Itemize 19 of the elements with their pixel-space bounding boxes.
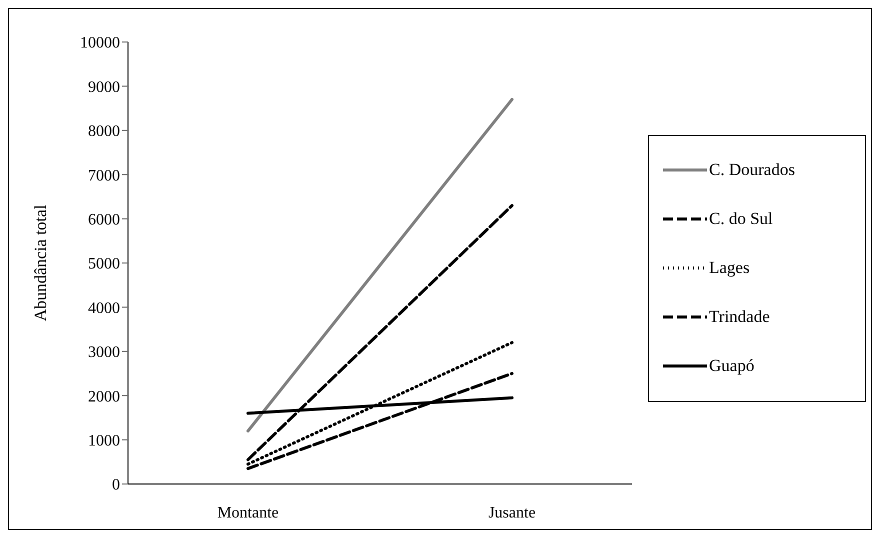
y-tick-label: 3000	[88, 344, 120, 362]
y-tick-label: 5000	[88, 256, 120, 273]
y-tick-label: 2000	[88, 388, 120, 406]
legend-label: C. do Sul	[709, 209, 773, 229]
y-tick-label: 0	[112, 476, 120, 494]
y-tick-label: 4000	[88, 300, 120, 317]
legend-label: C. Dourados	[709, 160, 795, 180]
y-tick-label: 9000	[88, 78, 120, 96]
x-tick-label: Montante	[217, 504, 279, 522]
legend-label: Lages	[709, 258, 750, 278]
y-tick-label: 8000	[88, 123, 120, 140]
y-tick-label: 6000	[88, 211, 120, 228]
legend-label: Guapó	[709, 356, 754, 376]
y-tick-label: 10000	[80, 34, 120, 52]
legend-label: Trindade	[709, 307, 770, 327]
x-tick-label: Jusante	[488, 504, 536, 522]
y-axis-title: Abundância total	[31, 204, 50, 322]
y-tick-label: 7000	[88, 167, 120, 184]
y-tick-label: 1000	[88, 432, 120, 450]
